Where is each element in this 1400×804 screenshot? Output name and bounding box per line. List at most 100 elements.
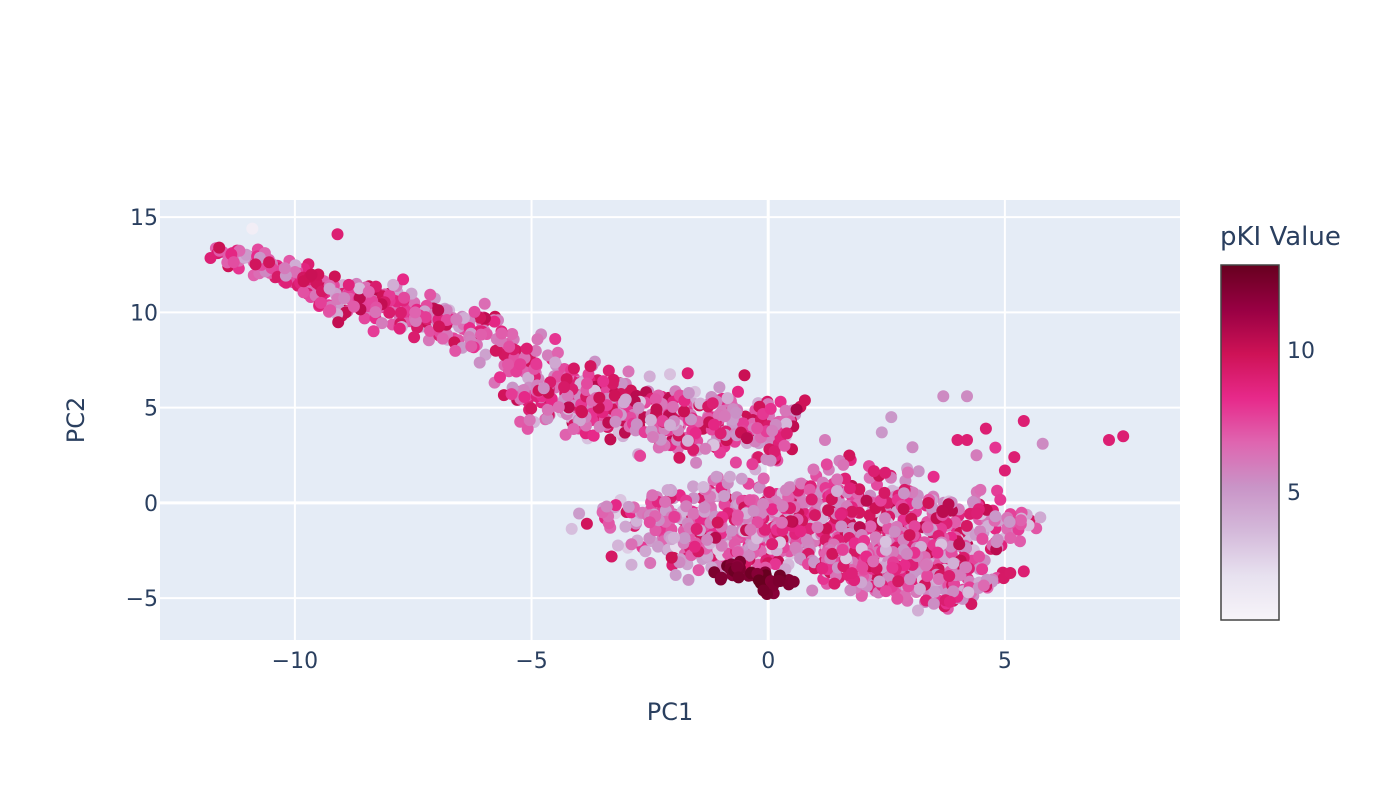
data-point	[681, 367, 694, 380]
data-points	[204, 222, 1130, 617]
data-point	[625, 558, 638, 571]
data-point	[362, 285, 375, 298]
data-point	[970, 449, 983, 462]
data-point	[819, 434, 831, 446]
data-point	[731, 546, 744, 559]
data-point	[661, 484, 674, 497]
data-point	[297, 286, 310, 299]
data-point	[979, 422, 992, 435]
data-point	[718, 490, 731, 502]
data-point	[885, 411, 898, 424]
data-point	[1117, 430, 1130, 443]
colorbar-tick-label: 5	[1287, 481, 1301, 506]
data-point	[369, 306, 382, 319]
data-point	[625, 538, 638, 551]
data-point	[919, 559, 932, 572]
data-point	[903, 529, 916, 542]
data-point	[971, 507, 983, 520]
colorbar-ticks: 5 10	[1287, 339, 1315, 506]
data-point	[860, 494, 873, 507]
data-point	[609, 415, 622, 428]
data-point	[912, 604, 924, 617]
data-point	[409, 315, 422, 327]
data-point	[961, 434, 973, 446]
data-point	[878, 486, 891, 499]
data-point	[947, 585, 960, 598]
data-point	[1017, 415, 1030, 427]
data-point	[668, 510, 681, 523]
data-point	[723, 470, 736, 483]
data-point	[901, 466, 914, 479]
data-point	[807, 463, 820, 476]
colorbar	[1220, 264, 1280, 621]
data-point	[514, 415, 527, 428]
data-point	[912, 465, 925, 478]
data-point	[687, 507, 700, 520]
data-point	[495, 327, 508, 340]
data-point	[1003, 515, 1016, 528]
data-point	[835, 520, 848, 533]
data-point	[353, 291, 366, 304]
data-point	[1036, 437, 1049, 450]
data-point	[397, 273, 410, 286]
data-point	[650, 403, 663, 416]
x-tick-label: 5	[998, 649, 1012, 674]
data-point	[278, 262, 291, 275]
data-point	[618, 396, 630, 409]
data-point	[552, 401, 565, 414]
data-point	[489, 344, 502, 357]
data-point	[962, 586, 975, 599]
x-axis-ticks: −10 −5 0 5	[272, 649, 1012, 674]
data-point	[816, 562, 829, 575]
data-point	[846, 505, 858, 518]
data-point	[652, 540, 664, 553]
data-point	[913, 583, 926, 595]
data-point	[450, 313, 463, 326]
data-point	[1034, 511, 1047, 524]
data-point	[780, 417, 793, 430]
data-point	[943, 595, 956, 608]
data-point	[523, 414, 536, 427]
data-point	[932, 573, 945, 585]
data-point	[763, 486, 776, 499]
data-point	[604, 433, 617, 446]
data-point	[690, 523, 703, 535]
data-point	[994, 493, 1007, 506]
data-point	[820, 458, 833, 471]
data-point	[687, 480, 700, 493]
data-point	[798, 394, 811, 407]
data-point	[776, 500, 789, 513]
data-point	[873, 575, 886, 588]
data-point	[951, 434, 964, 446]
data-point	[879, 585, 892, 598]
data-point	[998, 464, 1011, 477]
data-point	[549, 333, 562, 345]
data-point	[665, 551, 678, 564]
data-point	[353, 282, 366, 295]
data-point	[766, 424, 779, 437]
data-point	[879, 466, 892, 479]
data-point	[805, 493, 818, 506]
data-point	[682, 573, 695, 586]
data-point	[644, 414, 657, 426]
data-point	[342, 278, 355, 291]
data-point	[432, 304, 445, 317]
data-point	[387, 278, 400, 291]
data-point	[836, 543, 849, 556]
data-point	[715, 571, 728, 584]
data-point	[888, 525, 901, 538]
data-point	[249, 258, 262, 271]
data-point	[565, 522, 578, 535]
data-point	[643, 516, 656, 529]
data-point	[541, 412, 554, 425]
data-point	[922, 497, 935, 509]
data-point	[323, 282, 336, 295]
data-point	[831, 473, 844, 486]
y-tick-label: −5	[126, 587, 158, 612]
data-point	[367, 325, 380, 338]
y-tick-label: 0	[144, 492, 158, 517]
data-point	[822, 504, 835, 517]
data-point	[845, 567, 858, 580]
data-point	[573, 507, 586, 520]
data-point	[990, 536, 1003, 548]
